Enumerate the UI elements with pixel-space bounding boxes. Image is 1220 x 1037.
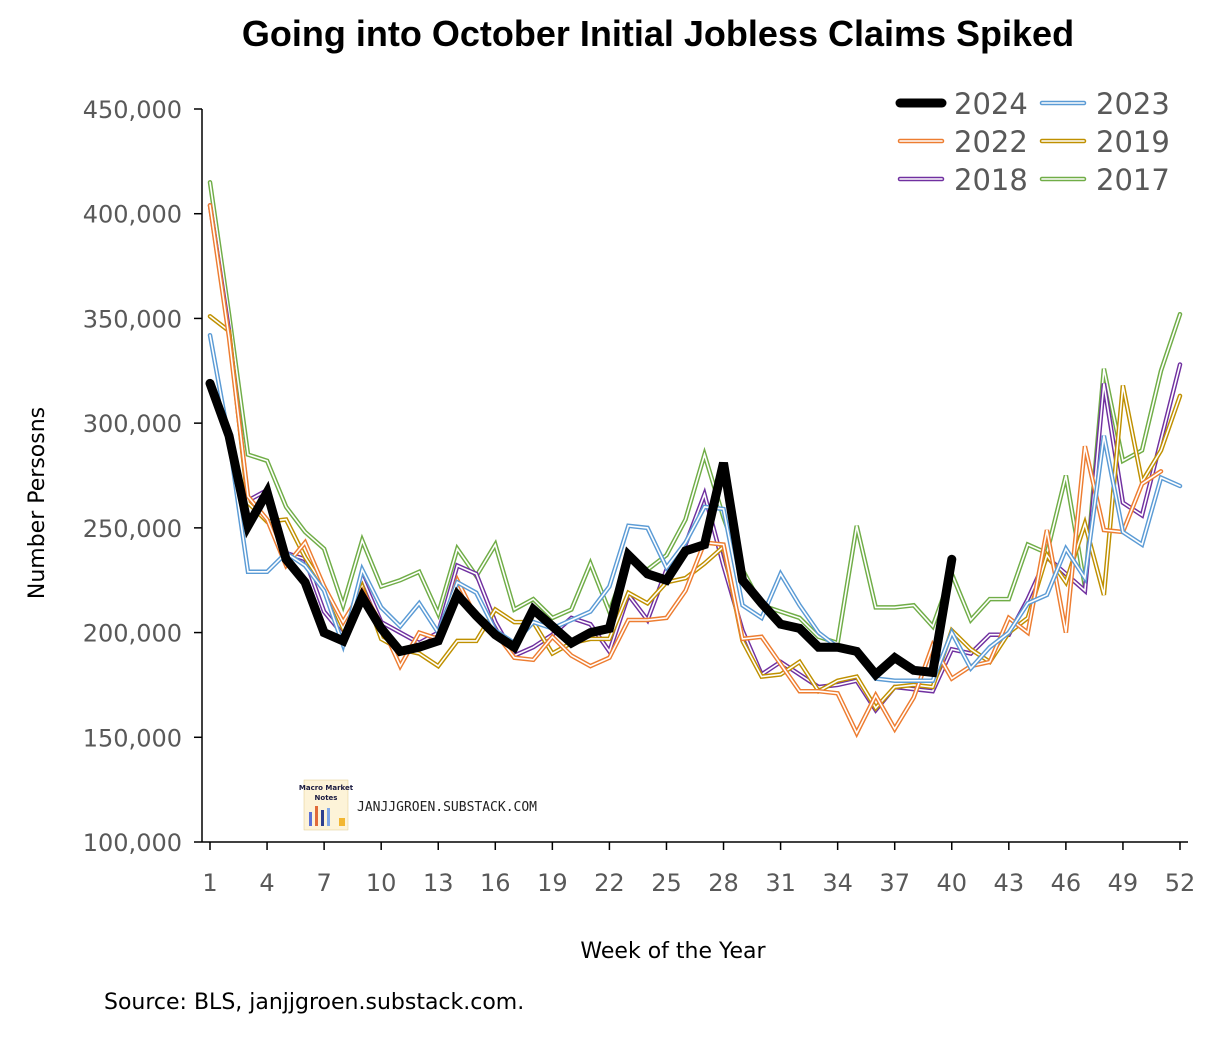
y-tick-label: 150,000 — [83, 724, 182, 752]
legend-item-2018: 2018 — [897, 163, 1028, 197]
x-tick-label: 43 — [994, 869, 1025, 897]
axes: 100,000 150,000 200,000 250,000 300,000 350,0… — [83, 96, 1196, 897]
x-tick-label: 46 — [1051, 869, 1082, 897]
svg-text:Notes: Notes — [315, 794, 338, 802]
x-tick-label: 22 — [594, 869, 625, 897]
series-2022 — [207, 203, 1164, 739]
x-tick-label: 13 — [423, 869, 454, 897]
watermark-text: JANJJGROEN.SUBSTACK.COM — [357, 800, 537, 815]
series-layer — [205, 180, 1183, 739]
legend-item-2017: 2017 — [1039, 163, 1170, 197]
legend-label: 2022 — [954, 125, 1028, 159]
legend-item-2019: 2019 — [1039, 125, 1170, 159]
series-2017 — [207, 180, 1183, 646]
x-tick-label: 25 — [651, 869, 682, 897]
y-tick-label: 250,000 — [83, 515, 182, 543]
x-tick-label: 10 — [366, 869, 397, 897]
x-tick-label: 40 — [936, 869, 967, 897]
x-tick-label: 4 — [259, 869, 274, 897]
legend-label: 2023 — [1096, 87, 1170, 121]
x-tick-label: 52 — [1165, 869, 1196, 897]
legend-item-2022: 2022 — [897, 125, 1028, 159]
x-tick-label: 16 — [480, 869, 511, 897]
y-tick-label: 200,000 — [83, 620, 182, 648]
x-tick-label: 34 — [822, 869, 853, 897]
y-tick-label: 100,000 — [83, 829, 182, 857]
source-note: Source: BLS, janjjgroen.substack.com. — [104, 990, 524, 1015]
x-tick-label: 19 — [537, 869, 568, 897]
legend-label: 2024 — [954, 87, 1028, 121]
watermark: Macro Market Notes JANJJGROEN.SUBSTACK.C… — [299, 779, 537, 831]
legend-label: 2018 — [954, 163, 1028, 197]
series-2018 — [207, 203, 1183, 714]
y-tick-label: 350,000 — [83, 305, 182, 333]
x-tick-label: 49 — [1108, 869, 1139, 897]
legend: 2024 2023 2022 2019 2018 2017 — [895, 87, 1170, 197]
legend-item-2023: 2023 — [1039, 87, 1170, 121]
legend-label: 2017 — [1096, 163, 1170, 197]
svg-text:Macro Market: Macro Market — [299, 784, 354, 792]
y-axis-label: Number Persosns — [25, 407, 50, 599]
x-tick-label: 7 — [316, 869, 331, 897]
legend-label: 2019 — [1096, 125, 1170, 159]
series-2019 — [207, 314, 1183, 712]
series-2024 — [205, 378, 957, 681]
watermark-logo: Macro Market Notes — [299, 779, 354, 831]
series-2023 — [207, 332, 1183, 683]
y-tick-label: 400,000 — [83, 201, 182, 229]
x-tick-label: 28 — [708, 869, 739, 897]
x-tick-label: 31 — [765, 869, 796, 897]
x-tick-label: 37 — [879, 869, 910, 897]
y-tick-label: 450,000 — [83, 96, 182, 124]
x-axis-label: Week of the Year — [580, 939, 766, 964]
chart-title: Going into October Initial Jobless Claim… — [242, 13, 1074, 54]
y-tick-label: 300,000 — [83, 410, 182, 438]
x-tick-label: 1 — [202, 869, 217, 897]
legend-item-2024: 2024 — [895, 87, 1028, 121]
